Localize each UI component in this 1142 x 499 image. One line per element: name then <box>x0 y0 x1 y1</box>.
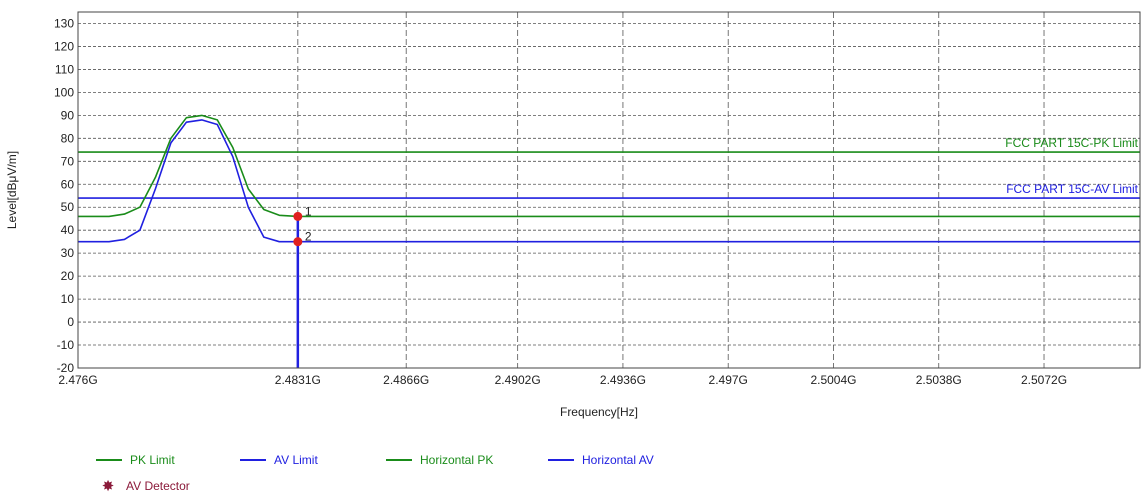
y-tick-label: 90 <box>61 108 75 122</box>
y-tick-label: 130 <box>54 16 74 30</box>
markers: 12 <box>293 204 312 368</box>
y-tick-label: -20 <box>57 361 75 375</box>
limit-lines: FCC PART 15C-PK Limit FCC PART 15C-AV Lim… <box>78 136 1140 199</box>
x-tick-label: 2.476G <box>58 373 97 387</box>
legend-label: Horizontal AV <box>582 453 654 467</box>
plot-frame <box>77 11 1141 369</box>
legend-star-icon: ✸ <box>102 478 115 495</box>
y-tick-label: 50 <box>61 200 75 214</box>
y-tick-label: 10 <box>61 292 75 306</box>
series-line <box>78 119 1140 243</box>
limit-label: FCC PART 15C-PK Limit <box>1005 136 1138 150</box>
limit-label: FCC PART 15C-AV Limit <box>1006 182 1138 196</box>
legend: PK Limit AV Limit Horizontal PK Horizontal … <box>96 453 654 495</box>
x-tick-label: 2.4831G <box>275 373 321 387</box>
y-tick-label: 30 <box>61 246 75 260</box>
legend-label: AV Limit <box>274 453 318 467</box>
legend-label: Horizontal PK <box>420 453 493 467</box>
legend-label: AV Detector <box>126 479 190 493</box>
y-tick-label: 70 <box>61 154 75 168</box>
marker-label: 2 <box>305 230 312 244</box>
y-tick-label: 0 <box>67 315 74 329</box>
series-lines <box>78 114 1140 243</box>
y-axis-label: Level[dBμV/m] <box>5 151 19 229</box>
x-tick-label: 2.5038G <box>916 373 962 387</box>
tick-labels: -20 -10 0 10 20 30 40 50 60 70 80 90 100 110 120 130 2.4… <box>54 16 1067 387</box>
legend-label: PK Limit <box>130 453 175 467</box>
x-tick-label: 2.497G <box>709 373 748 387</box>
y-tick-label: 40 <box>61 223 75 237</box>
axes <box>77 11 1141 369</box>
x-tick-label: 2.5004G <box>810 373 856 387</box>
x-axis-label: Frequency[Hz] <box>560 405 638 419</box>
grid <box>78 12 1140 369</box>
y-tick-label: -10 <box>57 338 75 352</box>
y-tick-label: 100 <box>54 85 74 99</box>
y-tick-label: 110 <box>55 62 74 76</box>
y-tick-label: 60 <box>61 177 75 191</box>
marker-label: 1 <box>305 204 312 218</box>
x-tick-label: 2.4902G <box>495 373 541 387</box>
x-tick-label: 2.4936G <box>600 373 646 387</box>
x-tick-label: 2.5072G <box>1021 373 1067 387</box>
series-line <box>78 114 1140 218</box>
y-tick-label: 80 <box>61 131 75 145</box>
y-tick-label: 20 <box>61 269 75 283</box>
marker-point <box>293 237 303 247</box>
marker-point <box>293 211 303 221</box>
y-tick-label: 120 <box>54 39 74 53</box>
x-tick-label: 2.4866G <box>383 373 429 387</box>
